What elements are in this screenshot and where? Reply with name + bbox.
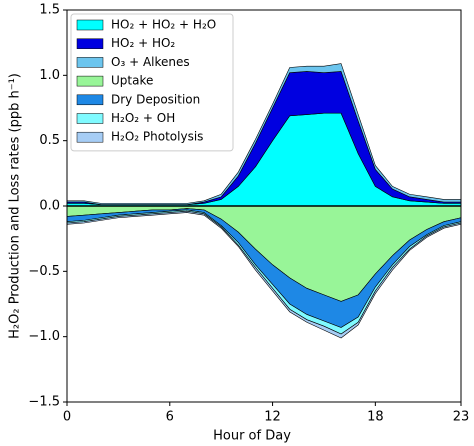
y-tick-label: 1.0 <box>39 68 60 83</box>
x-tick-label: 18 <box>367 410 384 425</box>
y-tick-label: −0.5 <box>28 264 60 279</box>
legend-swatch <box>76 75 104 87</box>
x-tick-label: 6 <box>166 410 174 425</box>
legend-label: Uptake <box>111 74 153 88</box>
y-tick-label: 0.5 <box>39 133 60 148</box>
y-tick-label: −1.5 <box>28 395 60 410</box>
legend-label: H₂O₂ Photolysis <box>111 130 203 144</box>
x-tick-label: 0 <box>63 410 71 425</box>
legend-swatch <box>76 131 104 143</box>
legend-label: HO₂ + HO₂ <box>111 36 175 50</box>
legend-label: Dry Deposition <box>111 92 200 106</box>
legend-swatch <box>76 113 104 124</box>
legend-swatch <box>76 19 104 31</box>
legend: HO₂ + HO₂ + H₂O HO₂ + HO₂ O₃ + Alkenes Upta… <box>70 13 234 152</box>
legend-label: H₂O₂ + OH <box>111 111 175 125</box>
y-axis-label: H₂O₂ Production and Loss rates (ppb h⁻¹) <box>8 73 23 339</box>
x-tick-label: 23 <box>453 410 470 425</box>
legend-box <box>70 13 234 152</box>
legend-swatch <box>76 94 104 106</box>
y-tick-label: −1.0 <box>28 329 60 344</box>
legend-label: O₃ + Alkenes <box>111 55 190 69</box>
legend-swatch <box>76 38 104 49</box>
y-tick-label: 1.5 <box>39 3 60 18</box>
legend-label: HO₂ + HO₂ + H₂O <box>111 18 216 32</box>
x-tick-label: 12 <box>264 410 281 425</box>
legend-swatch <box>76 57 104 68</box>
x-axis-label: Hour of Day <box>213 429 291 444</box>
y-tick-label: 0.0 <box>39 199 60 214</box>
